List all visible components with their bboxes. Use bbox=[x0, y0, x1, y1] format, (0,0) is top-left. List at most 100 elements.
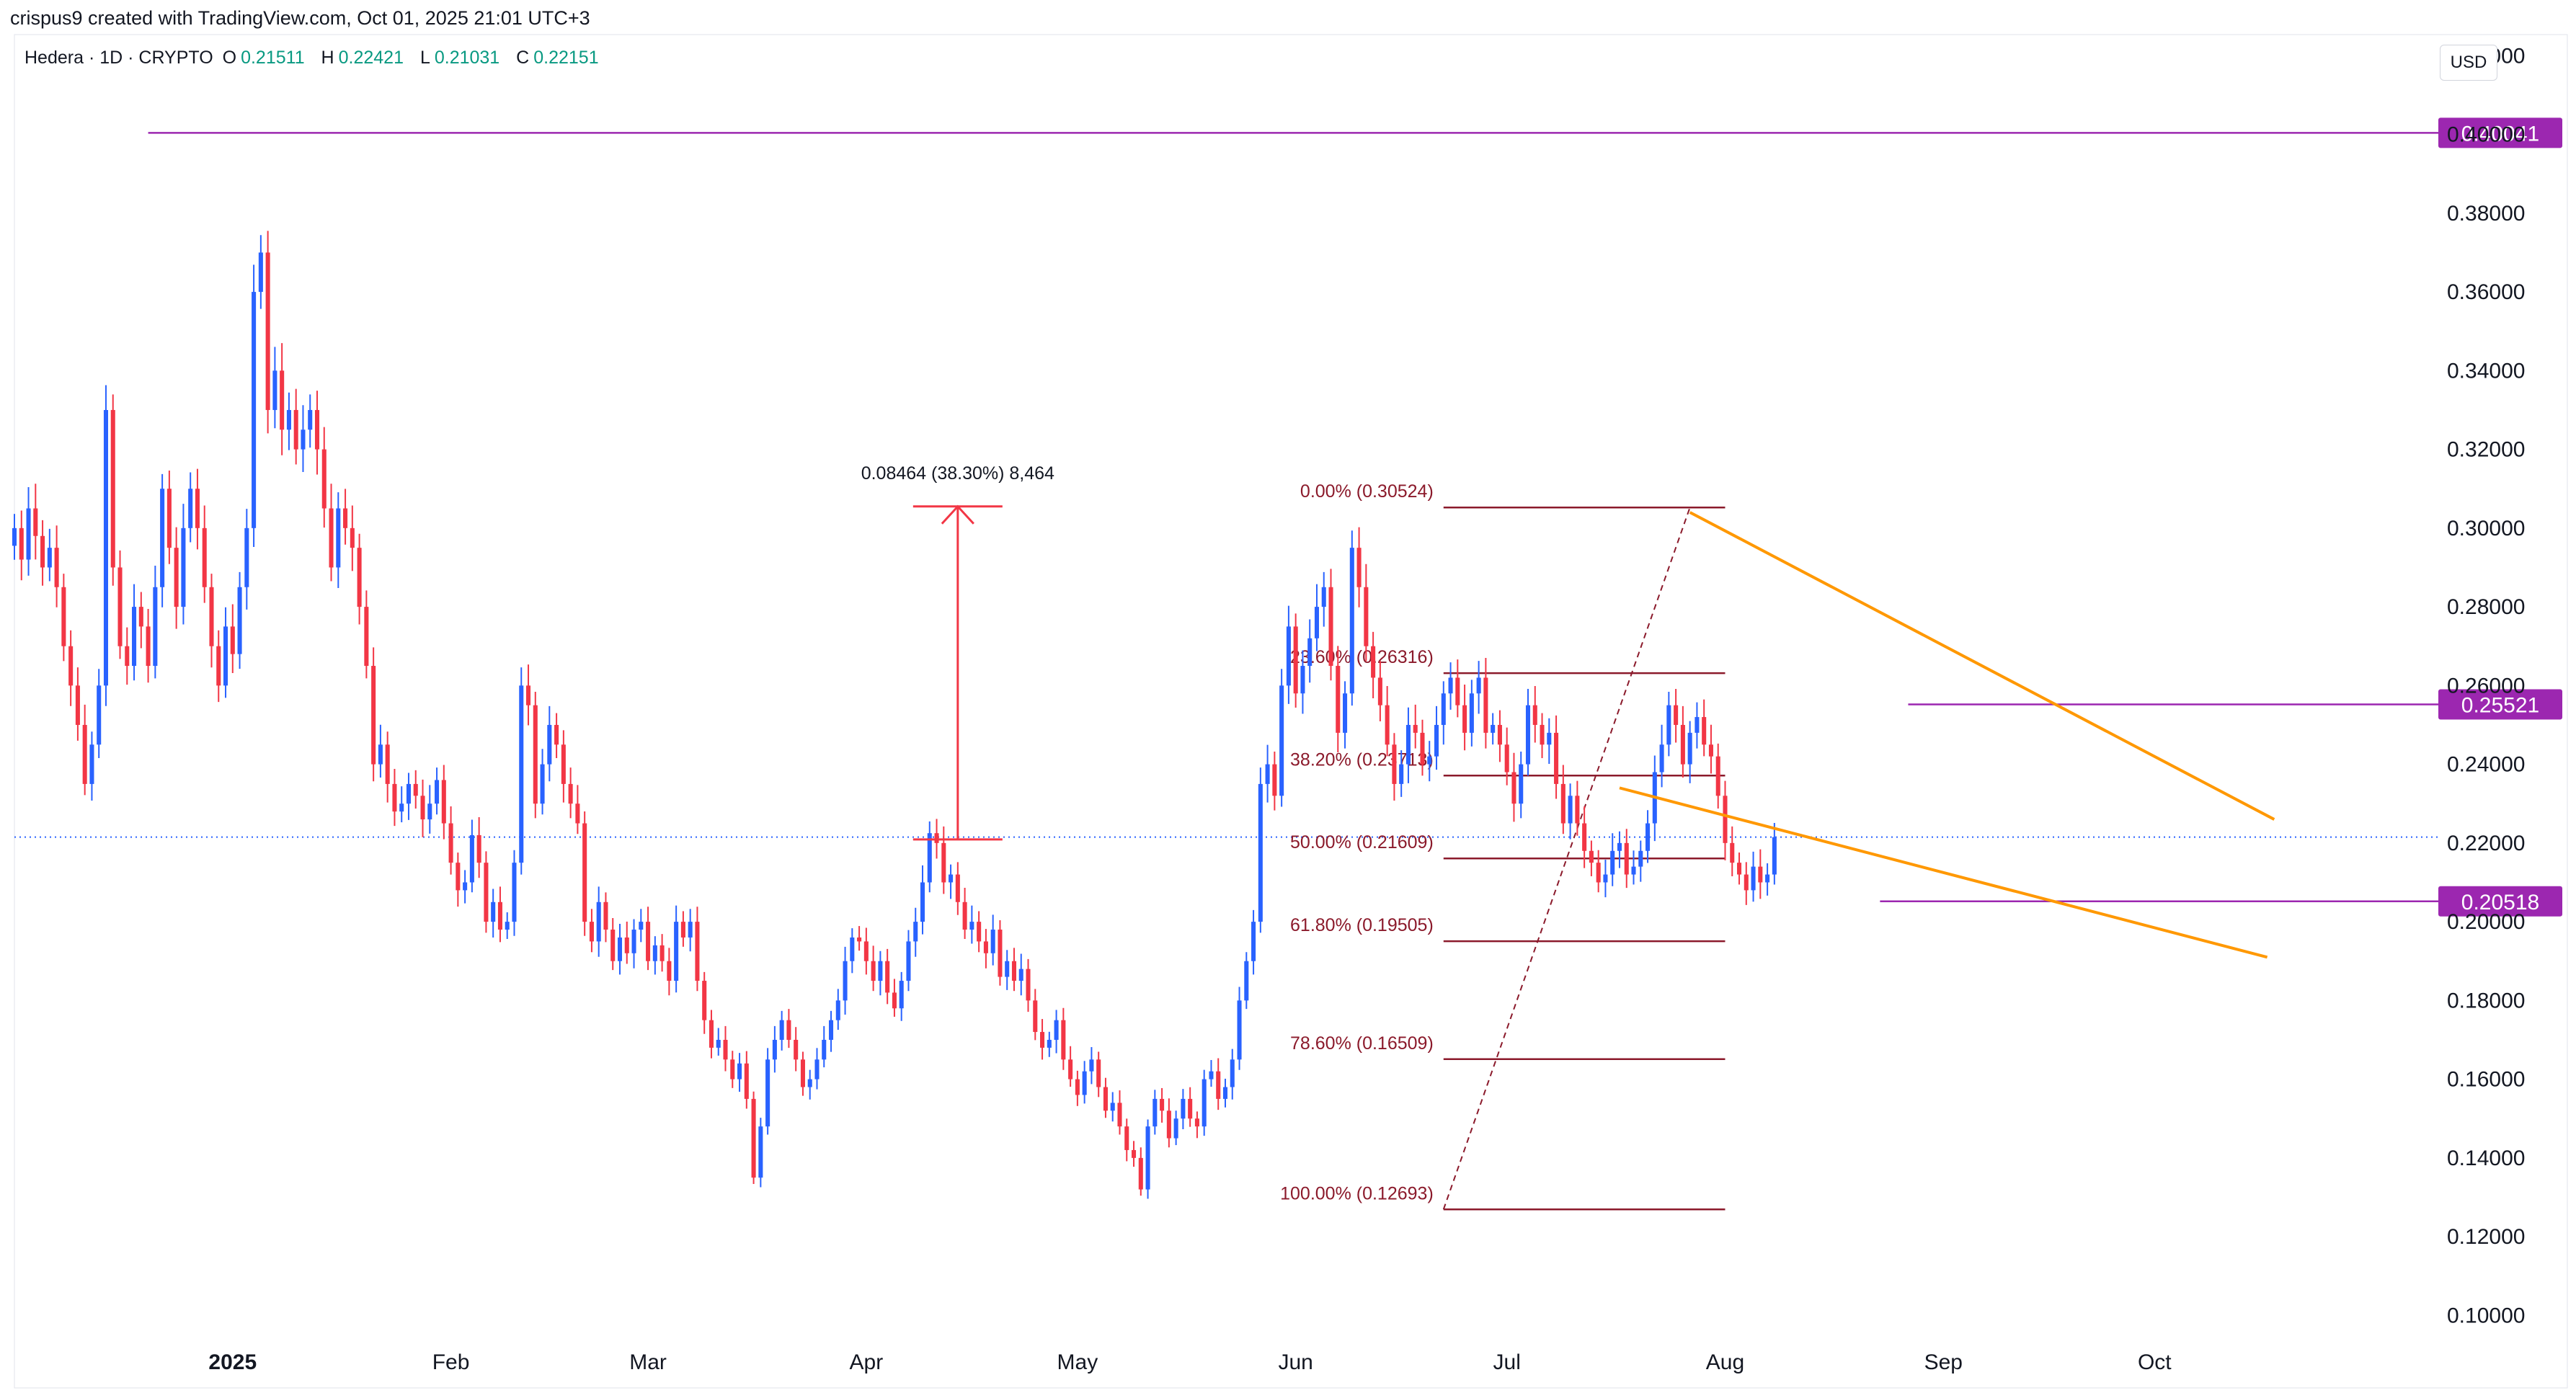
candle-body bbox=[469, 834, 474, 883]
candle-body bbox=[1645, 823, 1651, 851]
falling-wedge[interactable] bbox=[1619, 511, 2275, 959]
candle-body bbox=[603, 901, 608, 930]
open-value: 0.21511 bbox=[241, 48, 305, 68]
candle-body bbox=[863, 941, 869, 961]
candle-body bbox=[1575, 796, 1580, 824]
x-tick-label: 2025 bbox=[208, 1350, 257, 1374]
candle-body bbox=[589, 922, 594, 942]
fibonacci-retracement[interactable]: 0.00% (0.30524) 23.60% (0.26316) 38.20% (0… bbox=[1280, 481, 1726, 1211]
wedge-trendline[interactable] bbox=[1689, 511, 2275, 821]
candle-body bbox=[441, 780, 446, 824]
candle-body bbox=[582, 823, 587, 922]
candle-body bbox=[1145, 1126, 1150, 1190]
candle-body bbox=[195, 489, 200, 528]
candle-body bbox=[998, 930, 1003, 977]
candle-body bbox=[61, 587, 66, 646]
candle-body bbox=[476, 834, 481, 863]
candle-body bbox=[1286, 626, 1291, 686]
candle-body bbox=[497, 901, 502, 930]
candle-body bbox=[744, 1063, 749, 1099]
candle-body bbox=[800, 1059, 805, 1087]
candle-body bbox=[772, 1039, 777, 1060]
y-tick-label: 0.12000 bbox=[2447, 1225, 2525, 1249]
candle-body bbox=[1026, 969, 1031, 1001]
candle-body bbox=[1068, 1059, 1073, 1079]
candle-body bbox=[252, 292, 257, 528]
candle-body bbox=[343, 508, 348, 528]
candle-body bbox=[1525, 705, 1531, 765]
candle-body bbox=[758, 1126, 763, 1178]
candle-body bbox=[1209, 1071, 1214, 1079]
candle-body bbox=[1695, 717, 1700, 733]
candle-body bbox=[1674, 705, 1679, 725]
candle-body bbox=[174, 548, 179, 607]
horizontal-levels[interactable]: 0.40041 0.25521 0.20518 bbox=[148, 117, 2562, 917]
x-tick-label: Feb bbox=[432, 1350, 470, 1374]
candle-body bbox=[1532, 705, 1537, 725]
candle-body bbox=[301, 429, 306, 450]
candle-body bbox=[1560, 783, 1565, 824]
candle-body bbox=[33, 508, 38, 536]
fib-trend-line[interactable] bbox=[1442, 507, 1691, 1210]
candle-body bbox=[435, 780, 440, 804]
candle-body bbox=[857, 937, 862, 942]
candle-body bbox=[1715, 756, 1720, 796]
candle-body bbox=[1096, 1059, 1101, 1087]
candle-body bbox=[181, 527, 186, 607]
price-range-measure[interactable]: 0.08464 (38.30%) 8,464 bbox=[861, 463, 1054, 841]
candle-body bbox=[885, 961, 890, 993]
candle-body bbox=[822, 1039, 827, 1060]
candle-body bbox=[1202, 1079, 1207, 1127]
candle-body bbox=[75, 685, 80, 725]
fib-level-label: 38.20% (0.23713) bbox=[1290, 749, 1434, 770]
candle-body bbox=[1166, 1110, 1171, 1139]
candle-body bbox=[1751, 866, 1756, 891]
candle-body bbox=[1131, 1149, 1137, 1158]
candle-body bbox=[1258, 783, 1263, 922]
candle-body bbox=[1708, 744, 1713, 757]
candle-body bbox=[314, 409, 320, 450]
candle-body bbox=[427, 803, 432, 820]
wedge-trendline[interactable] bbox=[1619, 786, 2268, 959]
candle-body bbox=[1582, 823, 1587, 851]
candle-body bbox=[82, 724, 87, 784]
candle-body bbox=[1103, 1087, 1108, 1111]
candle-body bbox=[1047, 1039, 1052, 1048]
time-axis[interactable]: 2025 Feb Mar Apr May Jun Jul Aug Sep Oct bbox=[208, 1350, 2172, 1374]
chart-credit: crispus9 created with TradingView.com, O… bbox=[10, 7, 590, 29]
candle-body bbox=[364, 607, 369, 667]
candle-body bbox=[1441, 693, 1446, 725]
candle-body bbox=[40, 535, 45, 568]
candle-body bbox=[1687, 732, 1692, 765]
candle-body bbox=[786, 1020, 791, 1040]
candle-body bbox=[1483, 677, 1488, 733]
candle-body bbox=[955, 874, 960, 902]
candle-body bbox=[265, 252, 270, 410]
candle-body bbox=[680, 922, 685, 938]
candle-body bbox=[1230, 1059, 1235, 1087]
candle-body bbox=[1356, 548, 1362, 587]
candle-body bbox=[1596, 863, 1601, 883]
candle-body bbox=[1765, 874, 1770, 883]
candle-body bbox=[1730, 842, 1735, 863]
candle-body bbox=[209, 587, 214, 646]
price-level-label: 0.40041 bbox=[2461, 122, 2539, 146]
candle-body bbox=[934, 833, 939, 843]
candle-body bbox=[1265, 764, 1270, 784]
candle-body bbox=[1061, 1020, 1066, 1060]
candle-body bbox=[230, 626, 235, 654]
symbol-legend[interactable]: Hedera · 1D · CRYPTO O 0.21511 H 0.22421 L… bbox=[25, 48, 610, 68]
candle-body bbox=[1589, 850, 1594, 863]
price-level-badge bbox=[2438, 689, 2562, 720]
candle-body bbox=[1547, 732, 1552, 745]
candle-body bbox=[962, 901, 967, 930]
price-axis[interactable]: 0.420000.400000.380000.360000.340000.320… bbox=[2447, 44, 2525, 1327]
candle-body bbox=[519, 685, 524, 863]
candle-body bbox=[1702, 717, 1707, 745]
candle-body bbox=[828, 1020, 834, 1040]
candle-body bbox=[1124, 1126, 1129, 1150]
high-key: H bbox=[321, 48, 334, 68]
currency-button[interactable]: USD bbox=[2440, 45, 2497, 81]
candle-body bbox=[406, 783, 412, 804]
